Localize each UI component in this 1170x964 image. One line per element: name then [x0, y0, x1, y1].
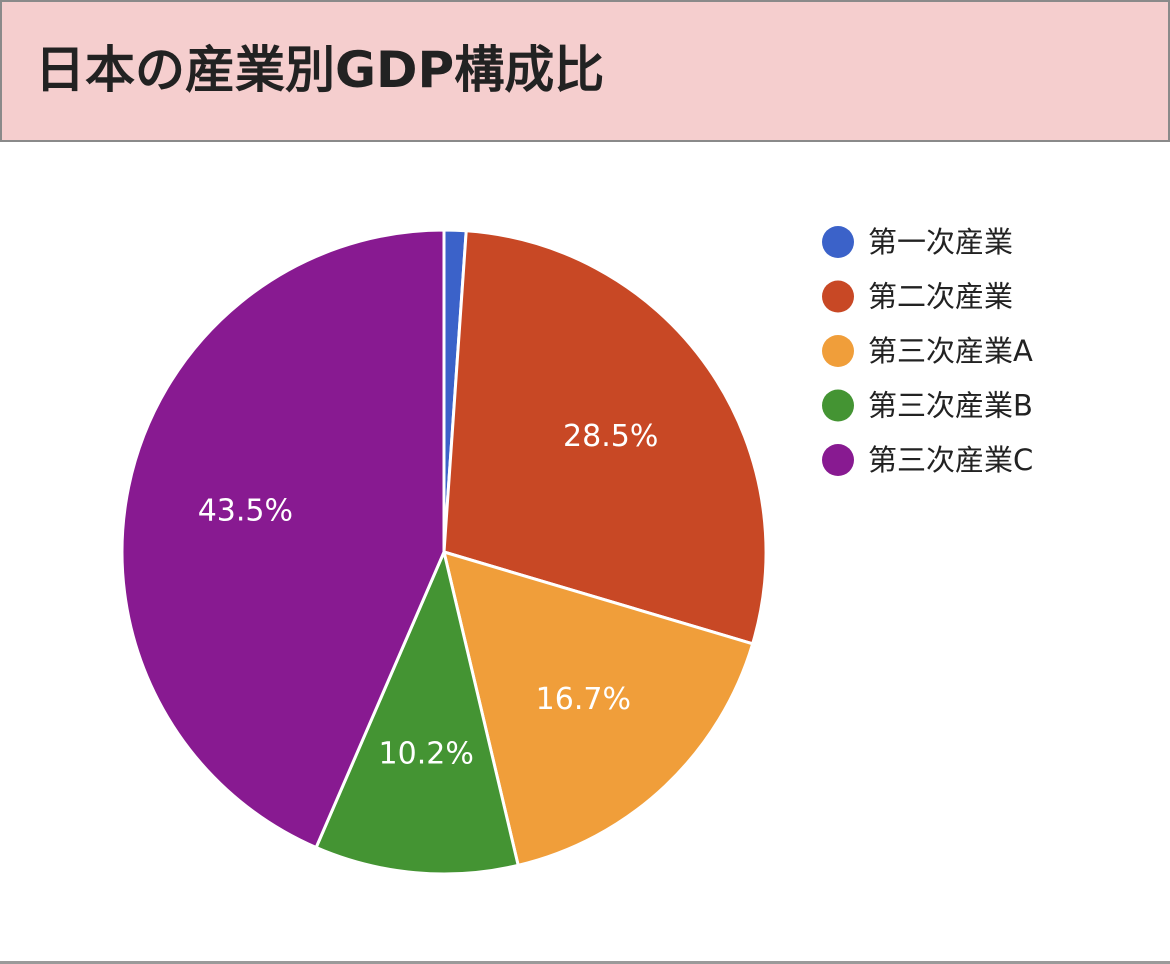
pie-data-labels: 28.5% 16.7% 10.2% 43.5%	[198, 419, 659, 772]
bottom-divider	[0, 961, 1170, 964]
pie-slices	[120, 228, 768, 876]
legend-marker-4	[822, 389, 854, 422]
legend-marker-5	[822, 444, 854, 476]
page-title: 日本の産業別GDP構成比	[35, 41, 605, 99]
slice-data-label-5: 43.5%	[198, 493, 293, 528]
legend-marker-1	[822, 226, 854, 258]
legend-marker-2	[822, 280, 854, 313]
legend-label-2: 第二次産業	[868, 280, 1013, 314]
legend-marker-3	[822, 335, 854, 367]
legend-label-4: 第三次産業B	[868, 389, 1033, 423]
legend-label-1: 第一次産業	[868, 225, 1013, 259]
pie-slice-5	[120, 228, 446, 850]
slice-data-label-2: 28.5%	[563, 419, 658, 454]
slice-data-label-4: 10.2%	[379, 737, 474, 772]
pie-slice-2	[442, 229, 768, 646]
legend-label-5: 第三次産業C	[868, 443, 1033, 477]
pie-slice-4	[314, 550, 520, 876]
pie-slice-3	[442, 550, 755, 867]
slice-data-label-3: 16.7%	[536, 682, 631, 717]
chart-header: 日本の産業別GDP構成比	[0, 0, 1170, 142]
legend-label-3: 第三次産業A	[868, 334, 1033, 368]
